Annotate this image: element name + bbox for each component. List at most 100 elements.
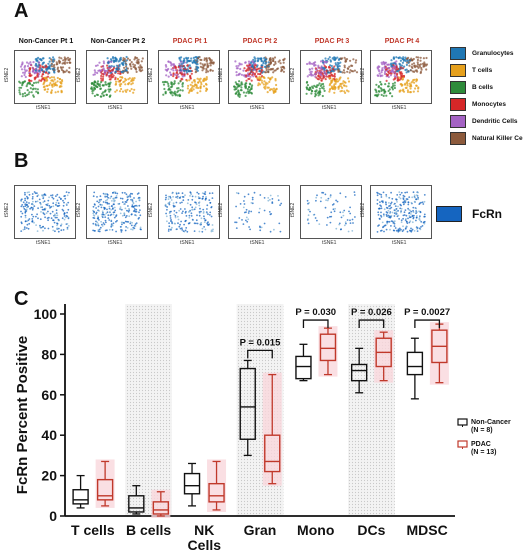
tsne-point [271, 76, 274, 79]
tsne-point [167, 60, 170, 63]
tsne-point [114, 192, 117, 194]
tsne-point [322, 74, 325, 77]
tsne-point [193, 79, 196, 82]
tsne-point [196, 77, 199, 80]
tsne-point [122, 59, 125, 62]
tsne-point [338, 77, 341, 80]
tsne-point [63, 218, 66, 221]
tsne-point [327, 75, 330, 78]
tsne-point [197, 196, 200, 198]
box [319, 333, 337, 362]
tsne-point [239, 84, 242, 87]
tsne-point [161, 81, 165, 84]
tsne-point [114, 71, 117, 74]
tsne-point [35, 215, 37, 218]
tsne-point [319, 60, 323, 63]
tsne-point [317, 74, 320, 77]
tsne-point [41, 73, 44, 76]
tsne-point [99, 203, 102, 206]
tsne-point [415, 78, 418, 81]
tsne-point [310, 92, 313, 95]
tsne-point [349, 206, 351, 209]
tsne-point [123, 212, 126, 215]
tsne-point [309, 210, 311, 213]
tsne-point [100, 198, 102, 201]
x-tick-label: Gran [244, 522, 277, 538]
tsne-point [400, 84, 403, 87]
tsne-point [65, 203, 68, 205]
tsne-point [53, 213, 56, 216]
tsne-point [36, 75, 39, 78]
tsne-point [55, 195, 57, 197]
tsne-point [195, 219, 198, 222]
tsne-point [411, 196, 414, 199]
tsne-point [413, 230, 416, 232]
tsne-point [116, 66, 119, 69]
tsne-point [383, 88, 386, 91]
tsne-point [188, 216, 191, 219]
tsne-point [187, 211, 190, 213]
tsne-point [318, 223, 321, 225]
tsne-point [399, 203, 402, 206]
tsne-point [388, 197, 390, 199]
tsne-point [188, 214, 191, 217]
tsne-point [24, 209, 27, 211]
legend-label: Granulocytes [472, 50, 514, 57]
legend-label: B cells [472, 84, 493, 91]
tsne-point [191, 198, 194, 201]
tsne-point [269, 58, 273, 61]
tsne-point [169, 71, 172, 74]
tsne-point [168, 225, 171, 228]
tsne-point [244, 85, 248, 89]
tsne-point [415, 194, 418, 196]
tsne-point [130, 83, 133, 86]
tsne-point [400, 191, 403, 194]
tsne-point [18, 86, 21, 89]
tsne-point [98, 228, 101, 231]
tsne-point [107, 88, 110, 91]
tsne-point [66, 194, 69, 197]
tsne-point [40, 211, 42, 213]
tsne-point [305, 92, 308, 95]
tsne-x-label: tSNE1 [250, 240, 265, 246]
tsne-point [67, 201, 70, 204]
tsne-point [376, 199, 379, 201]
tsne-point [167, 198, 170, 200]
tsne-point [44, 227, 46, 230]
tsne-point [307, 218, 309, 220]
tsne-point [108, 85, 111, 88]
tsne-point [235, 91, 238, 94]
tsne-point [260, 59, 263, 62]
tsne-point [176, 215, 179, 218]
tsne-point [39, 201, 41, 204]
tsne-point [100, 74, 103, 78]
tsne-point [339, 228, 342, 231]
tsne-point [411, 63, 414, 66]
tsne-point [402, 225, 404, 228]
tsne-point [248, 73, 251, 76]
tsne-point [42, 212, 45, 215]
tsne-point [138, 199, 141, 202]
tsne-point [25, 61, 29, 64]
tsne-point [261, 81, 264, 84]
tsne-point [329, 59, 332, 62]
box [406, 351, 424, 376]
tsne-point [333, 91, 336, 94]
tsne-point [41, 194, 43, 196]
tsne-point [166, 220, 168, 223]
tsne-point [139, 214, 142, 217]
tsne-point [413, 214, 415, 217]
tsne-point [196, 91, 199, 94]
tsne-point [19, 65, 23, 68]
tsne-point [205, 76, 208, 79]
tsne-point [108, 228, 111, 231]
tsne-point [110, 220, 113, 223]
tsne-point [418, 203, 421, 205]
tsne-point [24, 64, 27, 68]
tsne-point [206, 222, 209, 225]
tsne-point [46, 68, 49, 71]
tsne-point [33, 191, 36, 193]
tsne-point [53, 214, 55, 217]
tsne-point [342, 214, 345, 217]
tsne-point [92, 89, 95, 92]
